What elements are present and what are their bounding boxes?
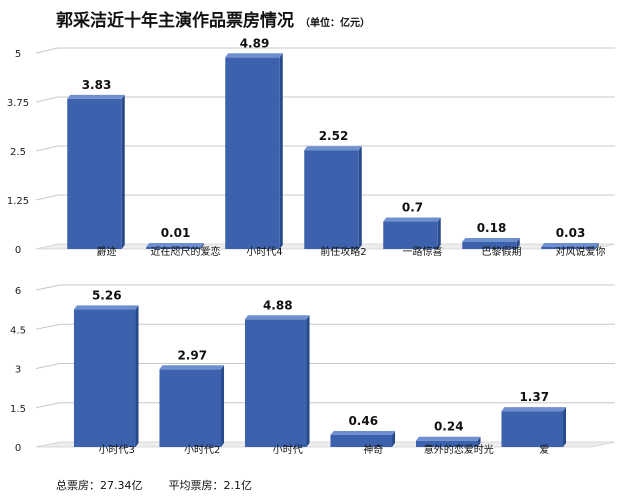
category-label: 近在咫尺的爱恋 — [151, 245, 221, 258]
bar — [159, 369, 222, 447]
bar-side — [135, 305, 139, 447]
y-tick-label: 2.5 — [10, 147, 26, 158]
bar-top — [304, 146, 362, 151]
gridline-depth — [35, 194, 59, 201]
y-tick-label: 5 — [15, 49, 21, 60]
gridline-depth — [35, 145, 59, 152]
bar — [304, 150, 359, 249]
bar — [67, 98, 122, 249]
bar — [501, 411, 564, 447]
y-tick-label: 6 — [15, 286, 21, 297]
y-tick-label: 3 — [15, 365, 21, 376]
category-label: 神奇 — [363, 443, 383, 456]
bar-side — [221, 365, 225, 447]
bar-side — [200, 243, 204, 249]
y-tick-label: 4.5 — [10, 325, 26, 336]
y-tick-label: 1.25 — [7, 196, 29, 207]
bar-top — [244, 315, 310, 320]
bar-top — [501, 407, 567, 412]
gridline-depth — [35, 323, 61, 330]
category-label: 小时代2 — [184, 444, 220, 456]
bar-side — [121, 94, 125, 249]
bar — [415, 440, 478, 447]
category-label: 意外的恋爱时光 — [424, 443, 494, 456]
bar-side — [279, 53, 283, 250]
y-tick-label: 1.5 — [10, 404, 26, 415]
bar-top — [462, 237, 520, 242]
data-label: 0.24 — [434, 420, 464, 434]
data-label: 3.83 — [82, 78, 112, 92]
gridline-depth — [35, 47, 59, 54]
bar-top — [146, 243, 204, 247]
bar — [225, 57, 280, 250]
bar-top — [159, 365, 225, 370]
bar-side — [437, 217, 441, 249]
bar — [330, 434, 393, 447]
bar — [541, 247, 596, 249]
data-label: 4.88 — [263, 298, 293, 312]
bar — [244, 319, 307, 447]
footer: 总票房：27.34亿 平均票房：2.1亿 — [56, 477, 278, 493]
category-label: 小时代3 — [99, 444, 135, 456]
y-tick-label: 0 — [15, 245, 21, 256]
bar — [73, 309, 136, 447]
bar-top — [330, 430, 396, 435]
bar-side — [563, 407, 567, 447]
bar-side — [306, 315, 310, 447]
data-label: 2.97 — [177, 348, 207, 362]
bar-top — [73, 305, 139, 310]
category-label: 爵迹 — [97, 245, 117, 258]
data-label: 2.52 — [319, 129, 349, 143]
data-label: 0.46 — [348, 414, 378, 428]
category-label: 爱 — [539, 443, 549, 456]
category-label: 一路惊喜 — [403, 245, 443, 258]
total-box-office: 总票房：27.34亿 — [56, 479, 143, 492]
bar-side — [595, 243, 599, 249]
gridline-depth — [35, 402, 61, 409]
bar — [146, 247, 201, 249]
bar — [462, 241, 517, 249]
category-label: 巴黎假期 — [482, 245, 522, 258]
average-box-office: 平均票房：2.1亿 — [168, 479, 253, 492]
bar-side — [358, 146, 362, 249]
data-label: 0.7 — [402, 201, 423, 215]
chart-title: 郭采洁近十年主演作品票房情况 — [56, 11, 294, 31]
data-label: 1.37 — [519, 390, 549, 404]
gridline-depth — [35, 284, 61, 291]
y-tick-label: 3.75 — [7, 98, 29, 109]
category-label: 小时代4 — [246, 246, 282, 258]
category-label: 对风说爱你 — [556, 245, 606, 258]
y-tick-label: 0 — [15, 443, 21, 454]
category-label: 前任攻略2 — [320, 245, 366, 258]
chart-title-wrap: 郭采洁近十年主演作品票房情况 （单位：亿元） — [56, 6, 370, 31]
bar-side — [477, 436, 481, 447]
unit-label: （单位：亿元） — [300, 18, 370, 29]
data-label: 4.89 — [240, 36, 270, 50]
gridline-depth — [35, 96, 59, 103]
data-label: 5.26 — [92, 288, 122, 302]
data-label: 0.18 — [477, 221, 507, 235]
data-label: 0.03 — [556, 226, 586, 240]
bar-side — [392, 430, 396, 447]
data-label: 0.01 — [161, 226, 191, 240]
bar-top — [67, 94, 125, 99]
bar-top — [383, 217, 441, 222]
bar-top — [415, 436, 481, 441]
category-label: 小时代 — [273, 444, 303, 456]
gridline-depth — [35, 363, 61, 369]
bar-side — [516, 237, 520, 249]
bar-top — [541, 243, 599, 247]
bar-top — [225, 53, 283, 58]
bar — [383, 221, 438, 249]
